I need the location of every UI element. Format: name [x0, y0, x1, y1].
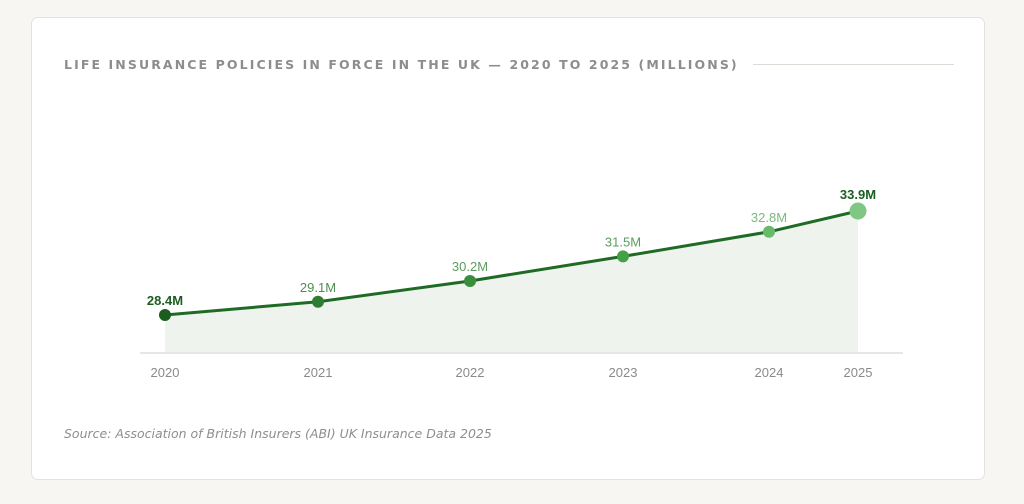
data-point-2021	[312, 295, 324, 308]
area-layer	[165, 211, 858, 353]
x-tick-2023: 2023	[609, 365, 638, 380]
data-point-2022	[464, 274, 476, 287]
data-labels-layer: 28.4M 29.1M 30.2M 31.5M 32.8M 33.9M	[147, 187, 876, 308]
points-layer	[159, 202, 867, 321]
data-label-2021: 29.1M	[300, 280, 336, 295]
area-fill	[165, 211, 858, 353]
series-line	[163, 209, 860, 317]
data-label-2022: 30.2M	[452, 259, 488, 274]
source-note: Source: Association of British Insurers …	[64, 426, 492, 441]
chart-header: LIFE INSURANCE POLICIES IN FORCE IN THE …	[64, 55, 954, 73]
x-tick-2022: 2022	[456, 365, 485, 380]
x-tick-2021: 2021	[304, 365, 333, 380]
x-tick-2020: 2020	[151, 365, 180, 380]
data-label-2020: 28.4M	[147, 293, 183, 308]
x-tick-2024: 2024	[755, 365, 784, 380]
data-point-2020	[159, 309, 171, 321]
line-layer	[163, 209, 860, 317]
x-tick-2025: 2025	[844, 365, 873, 380]
data-point-2023	[617, 250, 629, 263]
title-divider	[752, 63, 954, 65]
data-label-2025: 33.9M	[840, 187, 876, 202]
x-tick-labels-layer: 2020 2021 2022 2023 2024 2025	[151, 365, 873, 380]
data-label-2023: 31.5M	[605, 234, 641, 249]
data-point-2024	[763, 225, 775, 238]
data-label-2024: 32.8M	[751, 210, 787, 225]
chart-title: LIFE INSURANCE POLICIES IN FORCE IN THE …	[64, 56, 739, 72]
data-point-2025	[849, 202, 867, 220]
